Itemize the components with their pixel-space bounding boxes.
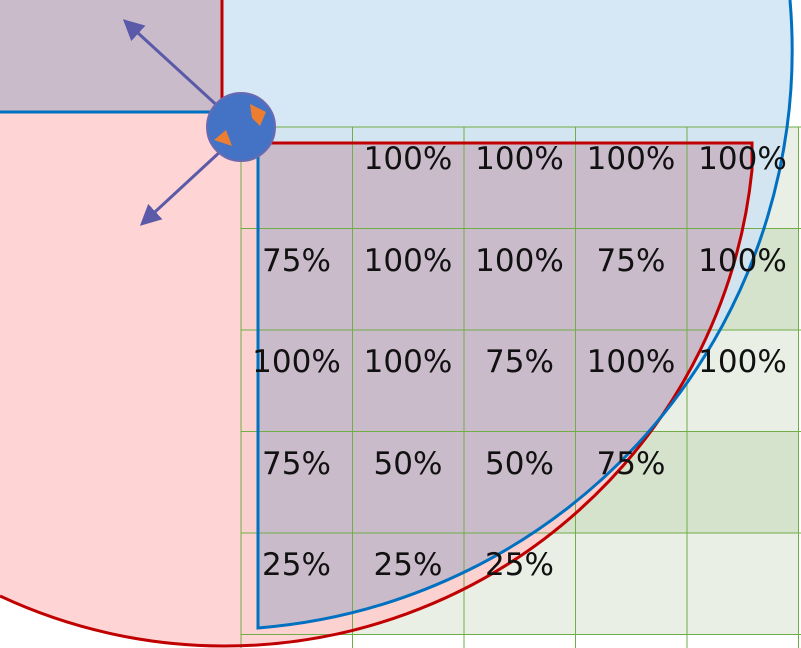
- overlap-region: [0, 0, 752, 628]
- grid-cell: [687, 533, 799, 635]
- arrow-up-left: [122, 19, 224, 112]
- corner-marker-left: [214, 130, 232, 146]
- red-sector-outline: [0, 0, 754, 648]
- grid-cell: [687, 431, 799, 533]
- sensor-node: [206, 92, 276, 162]
- blue-sector-outline: [0, 0, 794, 630]
- grid-cell: [575, 533, 687, 635]
- arrow-down-left: [139, 148, 224, 226]
- grid-lines: [240, 126, 801, 648]
- corner-marker-top: [250, 104, 266, 126]
